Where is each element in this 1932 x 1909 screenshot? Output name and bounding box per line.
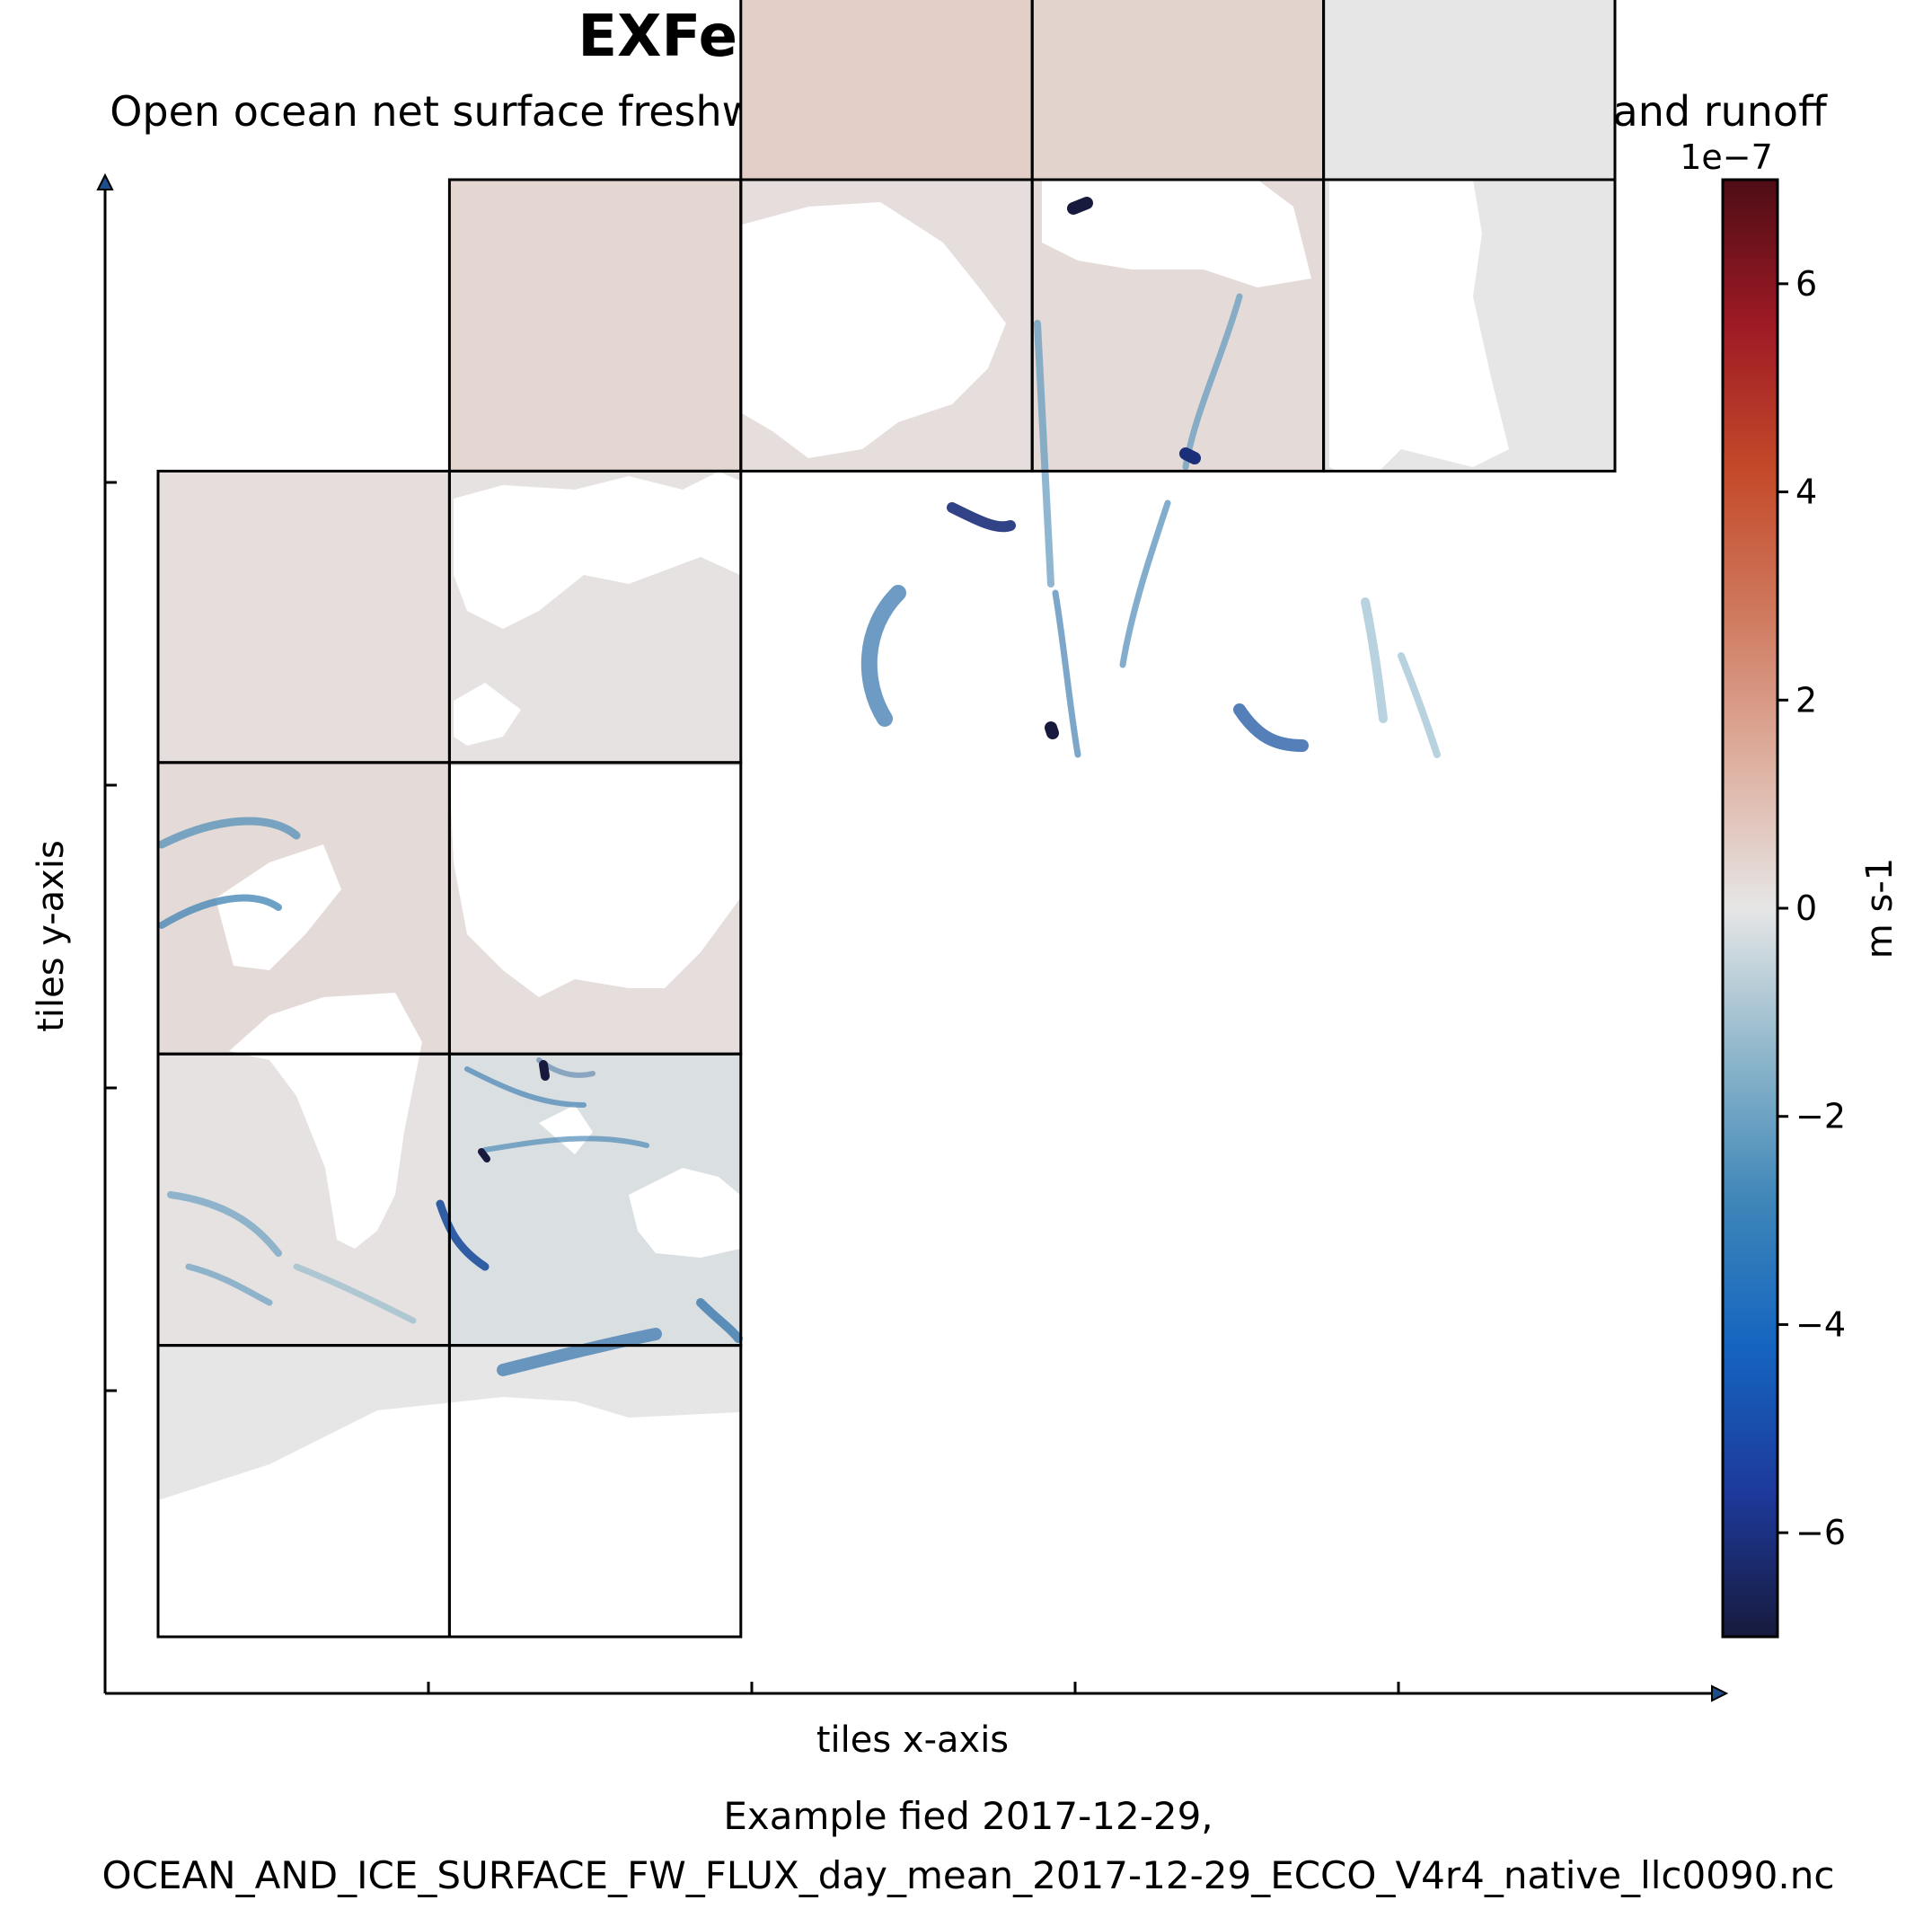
tile-panel	[740, 0, 1033, 180]
colorbar-gradient	[1721, 178, 1779, 1639]
colorbar-tick-label: −2	[1795, 1097, 1846, 1136]
caption-line-2: OCEAN_AND_ICE_SURFACE_FW_FLUX_day_mean_2…	[102, 1853, 1835, 1897]
flux-features	[157, 197, 1441, 1376]
colorbar-tick-label: 2	[1795, 680, 1817, 720]
caption-line-1: Example fied 2017-12-29,	[723, 1794, 1213, 1838]
tile-panel	[158, 471, 450, 763]
colorbar: −6 −4 −2 0 2 4 6 1e−7 m s-1	[1680, 137, 1901, 1639]
map-panels	[156, 0, 1617, 1639]
tile-panel	[1323, 0, 1615, 180]
x-axis-arrow	[1711, 1684, 1729, 1702]
colorbar-tick-label: −4	[1795, 1304, 1846, 1344]
tile-panel	[449, 180, 741, 472]
colorbar-label: m s-1	[1859, 858, 1901, 959]
tile-border	[1322, 0, 1617, 181]
tile-borders	[156, 0, 1617, 1639]
land-masks	[158, 180, 1617, 1639]
axes	[103, 180, 1725, 1695]
y-axis-arrow	[96, 172, 114, 190]
colorbar-offset-label: 1e−7	[1680, 137, 1773, 177]
tile-panel	[1032, 0, 1324, 180]
y-axis-label: tiles y-axis	[31, 840, 72, 1032]
x-axis-label: tiles x-axis	[816, 1719, 1009, 1761]
colorbar-tick-label: −6	[1795, 1513, 1846, 1552]
colorbar-tick-label: 4	[1795, 473, 1817, 512]
colorbar-tick-label: 0	[1795, 888, 1817, 928]
colorbar-tick-label: 6	[1795, 264, 1817, 304]
colorbar-ticks: −6 −4 −2 0 2 4 6	[1778, 264, 1846, 1552]
